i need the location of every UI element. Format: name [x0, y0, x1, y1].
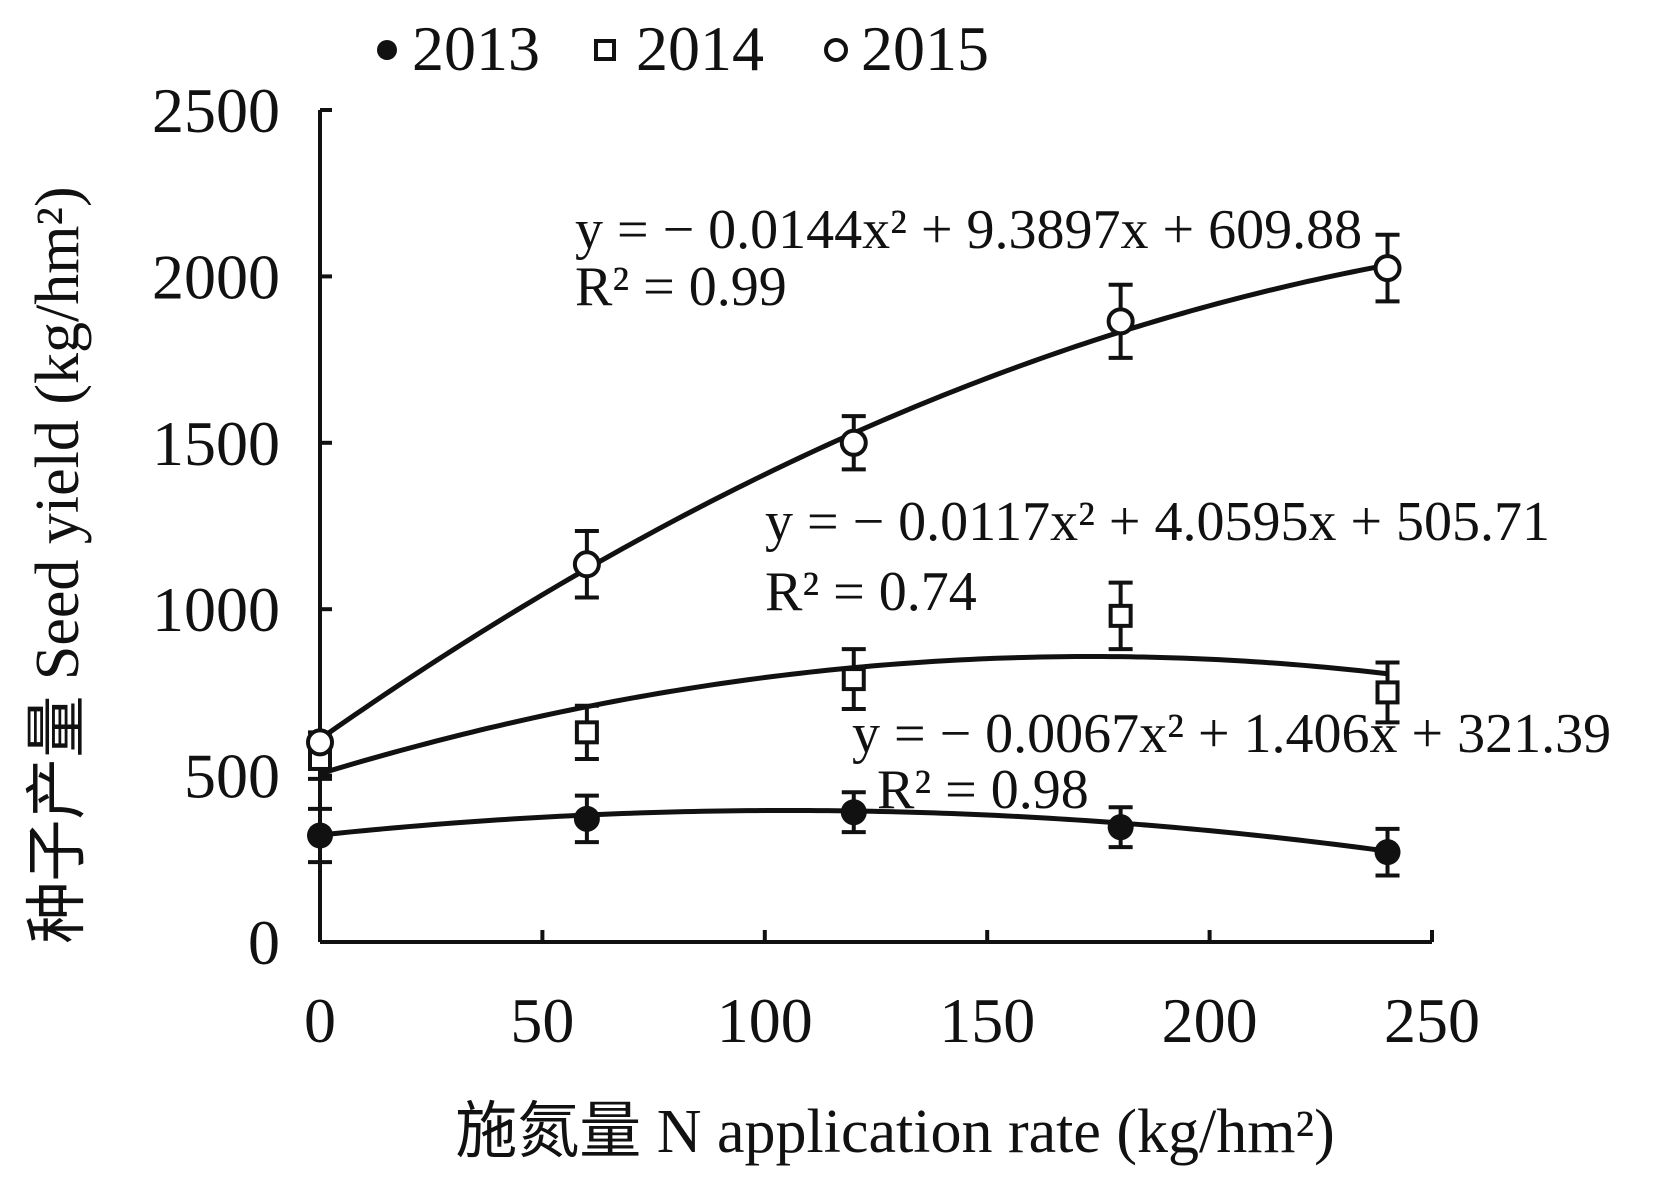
- annotation-2014: y = − 0.0117x² + 4.0595x + 505.71 R² = 0…: [765, 491, 1550, 623]
- x-tick-label-200: 200: [1162, 985, 1258, 1056]
- data-point-2013-60: [573, 805, 600, 832]
- x-tick-label-250: 250: [1384, 985, 1480, 1056]
- equation-2015: y = − 0.0144x² + 9.3897x + 609.88: [575, 199, 1362, 261]
- legend-label-2015: 2015: [861, 13, 989, 84]
- data-point-2014-240: [1375, 680, 1400, 705]
- r2-2015: R² = 0.99: [575, 256, 787, 318]
- error-bars: [308, 232, 1400, 878]
- y-tick-label-2500: 2500: [152, 75, 280, 146]
- x-tick-label-0: 0: [304, 985, 336, 1056]
- legend-marker-2013: [377, 40, 397, 60]
- legend-label-2014: 2014: [636, 13, 764, 84]
- annotation-2015: y = − 0.0144x² + 9.3897x + 609.88 R² = 0…: [575, 199, 1362, 318]
- data-point-2015-180: [1106, 307, 1135, 336]
- data-point-2013-120: [840, 799, 867, 826]
- data-point-2013-180: [1107, 814, 1134, 841]
- x-ticks: 0 50 100 150 200 250: [304, 930, 1480, 1056]
- legend-item-2013: 2013: [377, 13, 540, 84]
- legend-item-2015: 2015: [824, 13, 989, 84]
- data-point-2014-180: [1108, 603, 1133, 628]
- y-tick-label-1000: 1000: [152, 574, 280, 645]
- data-point-2014-60: [574, 720, 599, 745]
- x-tick-label-100: 100: [717, 985, 813, 1056]
- y-tick-label-1500: 1500: [152, 408, 280, 479]
- y-ticks: 0 500 1000 1500 2000 2500: [152, 75, 332, 978]
- y-tick-label-500: 500: [184, 741, 280, 812]
- data-point-2015-120: [839, 428, 868, 457]
- r2-2013: R² = 0.98: [877, 759, 1089, 821]
- x-axis-title: 施氮量 N application rate (kg/hm²): [455, 1098, 1334, 1166]
- data-point-2013-240: [1374, 839, 1401, 866]
- data-point-2015-0: [306, 728, 334, 757]
- annotation-2013: y = − 0.0067x² + 1.406x + 321.39 R² = 0.…: [852, 703, 1611, 821]
- data-point-2015-240: [1373, 254, 1402, 283]
- y-tick-label-2000: 2000: [152, 241, 280, 312]
- legend-marker-2015: [824, 38, 848, 62]
- legend: 2013 2014 2015: [377, 13, 989, 84]
- equation-2014: y = − 0.0117x² + 4.0595x + 505.71: [765, 491, 1550, 553]
- legend-item-2014: 2014: [594, 13, 764, 84]
- data-point-2015-60: [572, 550, 601, 579]
- data-point-2013-0: [307, 822, 333, 849]
- y-axis-title: 种子产量 Seed yield (kg/hm²): [24, 186, 92, 943]
- y-tick-label-0: 0: [248, 907, 280, 978]
- data-point-2014-120: [841, 667, 866, 692]
- x-tick-label-150: 150: [939, 985, 1035, 1056]
- legend-label-2013: 2013: [412, 13, 540, 84]
- data-points: [306, 254, 1402, 866]
- x-tick-label-50: 50: [510, 985, 574, 1056]
- legend-marker-2014: [594, 39, 616, 61]
- r2-2014: R² = 0.74: [765, 561, 977, 623]
- equation-2013: y = − 0.0067x² + 1.406x + 321.39: [852, 703, 1611, 765]
